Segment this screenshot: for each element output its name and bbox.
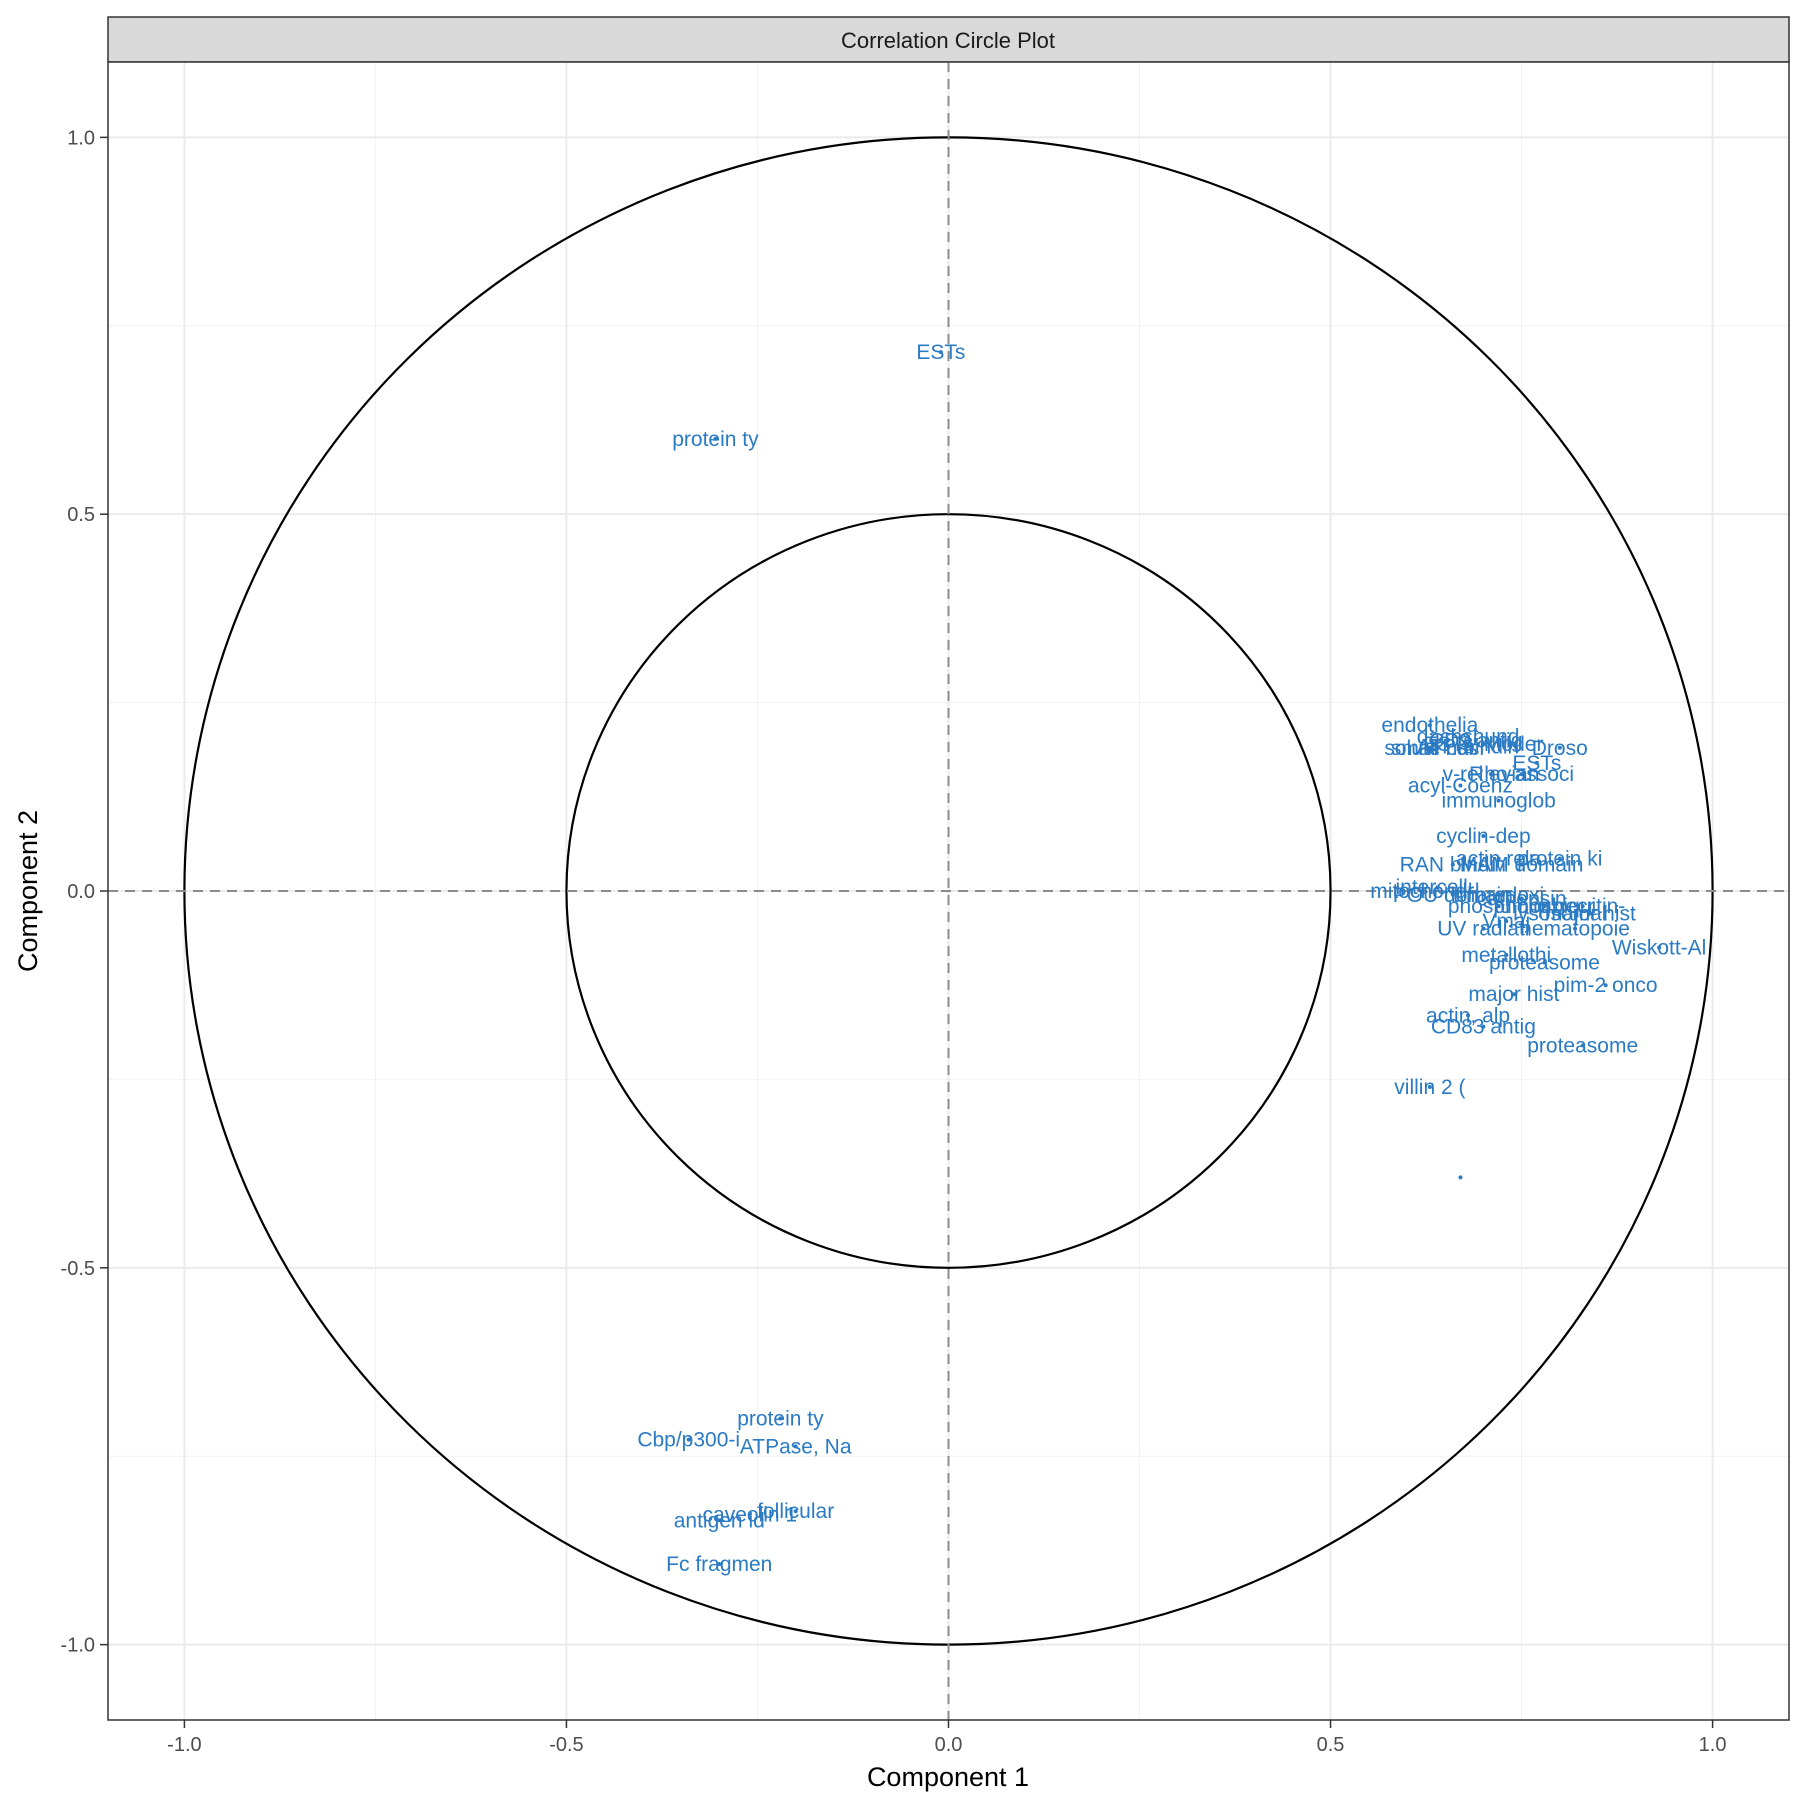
y-axis-tick-label: 0.5 bbox=[67, 504, 95, 526]
y-axis-tick-label: -1.0 bbox=[61, 1635, 95, 1657]
title-strip: Correlation Circle Plot bbox=[108, 17, 1789, 62]
variable-label: immunoglob bbox=[1441, 790, 1555, 813]
x-axis-tick-label: -0.5 bbox=[549, 1734, 583, 1756]
variable-label: CD83 antig bbox=[1431, 1016, 1536, 1039]
variable-point bbox=[1458, 1175, 1462, 1179]
variable-label: pim-2 onco bbox=[1554, 974, 1658, 997]
variable-label: protein ty bbox=[737, 1408, 824, 1431]
plot-panel: ESTs protein ty endotheliadachshundsolute … bbox=[108, 62, 1789, 1720]
variable-label: Wiskott-Al bbox=[1612, 937, 1707, 960]
variable-label: UV radiati bbox=[1437, 918, 1529, 941]
x-axis-tick-label: 1.0 bbox=[1699, 1734, 1727, 1756]
x-axis-tick-label: 0.0 bbox=[935, 1734, 963, 1756]
variable-label: proteasome bbox=[1489, 952, 1600, 975]
y-axis-title: Component 2 bbox=[13, 810, 43, 972]
variable-label: Fc fragmen bbox=[666, 1553, 772, 1576]
variable-label: Cbp/p300-i bbox=[637, 1429, 740, 1452]
y-axis-tick-label: -0.5 bbox=[61, 1258, 95, 1280]
y-axis-tick-label: 0.0 bbox=[67, 881, 95, 903]
variable-label: villin 2 ( bbox=[1394, 1076, 1465, 1099]
variable-label: ATP-bindin bbox=[1417, 735, 1519, 758]
variable-label: major hist bbox=[1468, 983, 1559, 1006]
variable-label: MAM domain bbox=[1460, 854, 1584, 877]
y-axis-tick-label: 1.0 bbox=[67, 127, 95, 149]
variable-label: ATPase, Na bbox=[740, 1435, 852, 1458]
variable-label: cyclin-dep bbox=[1436, 825, 1531, 848]
variable-label: proteasome bbox=[1527, 1034, 1638, 1057]
chart-title: Correlation Circle Plot bbox=[841, 28, 1055, 53]
x-axis-tick-label: -1.0 bbox=[167, 1734, 201, 1756]
x-axis-tick-label: 0.5 bbox=[1317, 1734, 1345, 1756]
variable-label: protein ty bbox=[672, 428, 759, 451]
x-axis-title: Component 1 bbox=[867, 1762, 1029, 1792]
variable-label: antigen id bbox=[674, 1509, 765, 1532]
variable-label: ESTs bbox=[916, 341, 965, 364]
variable-label: follicular bbox=[757, 1500, 834, 1523]
